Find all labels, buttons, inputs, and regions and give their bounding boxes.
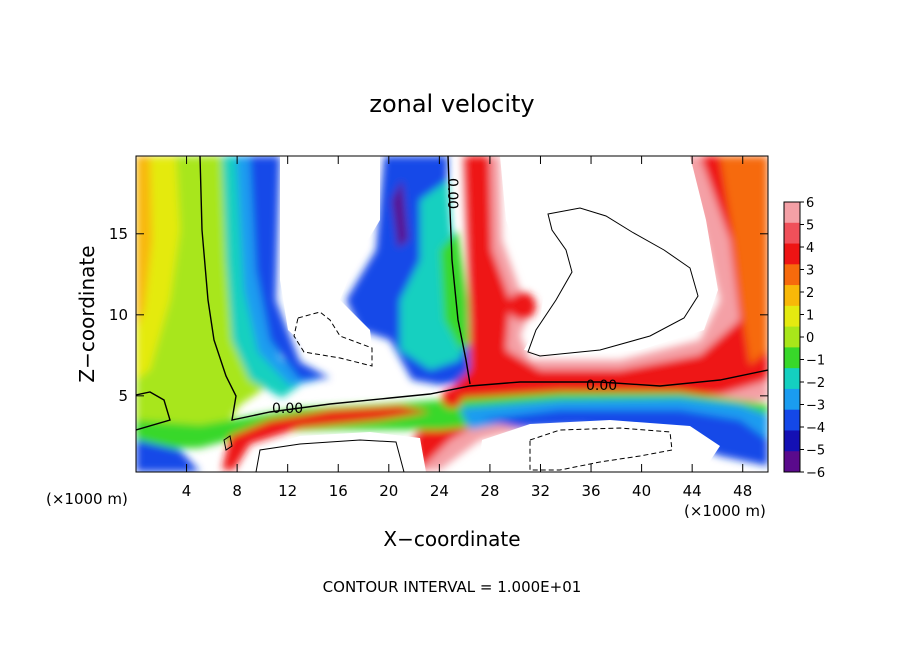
colorbar-tick-label: 6 — [806, 196, 814, 211]
colorbar-swatch — [784, 451, 800, 473]
contour-interval-note: CONTOUR INTERVAL = 1.000E+01 — [323, 578, 582, 596]
colorbar-swatch — [784, 222, 800, 245]
contour-label-upper: 0.00 — [444, 178, 460, 209]
white-region-upper-right — [500, 156, 718, 356]
white-region-lower-mid — [258, 432, 426, 472]
field-band-orange — [720, 156, 768, 365]
colorbar-tick-label: 2 — [806, 286, 814, 301]
contour-label-right: 0.00 — [586, 378, 617, 394]
plot-frame — [135, 155, 769, 473]
x-unit-right: (×1000 m) — [684, 502, 766, 520]
colorbar-swatch — [784, 430, 800, 452]
saturated-regions — [258, 156, 720, 472]
field-bottom-left-blue — [136, 440, 200, 472]
contour-zero-left — [199, 156, 768, 421]
field-band-red — [414, 156, 768, 470]
colorbar-swatch — [784, 368, 800, 390]
field-left-orange — [136, 156, 152, 330]
field-spot-magenta — [442, 388, 462, 408]
x-axis-ticks: 4 8 12 16 20 24 28 32 36 40 44 48 — [182, 156, 752, 500]
x-tick-label: 8 — [232, 482, 242, 500]
y-tick-label: 5 — [118, 387, 128, 405]
contour-left-margin — [136, 391, 171, 431]
x-tick-label: 48 — [733, 482, 752, 500]
white-region-lower-right — [478, 420, 720, 472]
y-tick-label: 10 — [109, 306, 128, 324]
x-tick-label: 12 — [278, 482, 297, 500]
y-axis-ticks: 5 10 15 — [109, 225, 768, 405]
x-axis-label: X−coordinate — [383, 527, 520, 551]
colorbar-swatch — [784, 264, 800, 286]
colorbar-swatch — [784, 347, 800, 369]
field-center-purple — [392, 180, 408, 248]
colorbar-swatch — [784, 388, 800, 411]
x-tick-label: 44 — [683, 482, 702, 500]
colorbar-tick-label: 0 — [806, 331, 814, 346]
field-center-green — [440, 230, 474, 350]
colorbar-swatch — [784, 305, 800, 328]
colorbar-tick-label: −2 — [806, 376, 825, 391]
contour-lower-mid — [255, 439, 405, 472]
y-axis-label: Z−coordinate — [75, 245, 99, 382]
colorbar-swatch — [784, 285, 800, 307]
colorbar-tick-label: 5 — [806, 219, 814, 234]
colorbar-swatch — [784, 409, 800, 431]
colorbar: 6 5 4 3 2 1 0 −1 −2 −3 −4 −5 −6 — [783, 196, 825, 481]
colorbar-tick-label: 4 — [806, 241, 814, 256]
field-spot-red — [508, 292, 536, 320]
x-tick-label: 32 — [531, 482, 550, 500]
plot-area — [136, 156, 768, 472]
colorbar-tick-label: −5 — [806, 444, 825, 459]
colorbar-swatch — [784, 243, 800, 265]
x-tick-label: 36 — [581, 482, 600, 500]
y-tick-label: 15 — [109, 225, 128, 243]
contour-negative-right — [529, 427, 673, 471]
colorbar-tick-label: 3 — [806, 264, 814, 279]
colorbar-tick-label: −6 — [806, 466, 825, 481]
colorbar-tick-label: −1 — [806, 354, 825, 369]
x-tick-label: 20 — [379, 482, 398, 500]
contour-lines — [136, 156, 768, 472]
x-tick-label: 4 — [182, 482, 192, 500]
colorbar-tick-label: −3 — [806, 399, 825, 414]
contour-negative-left — [293, 311, 373, 367]
colorbar-tick-label: −4 — [806, 421, 825, 436]
x-tick-label: 28 — [480, 482, 499, 500]
x-tick-label: 40 — [632, 482, 651, 500]
colorbar-swatch — [784, 326, 800, 348]
x-tick-label: 16 — [329, 482, 348, 500]
chart-title: zonal velocity — [369, 90, 534, 118]
white-region-upper-left — [280, 156, 380, 366]
contour-positive-right — [527, 207, 699, 357]
colorbar-swatch — [784, 202, 800, 224]
contour-small-loop — [223, 435, 233, 451]
contour-label-left: 0.00 — [272, 401, 303, 417]
x-unit-left: (×1000 m) — [46, 490, 128, 508]
field-column-darkblue — [250, 156, 330, 380]
field-lower-red-ribbon — [222, 406, 430, 470]
x-tick-label: 24 — [430, 482, 449, 500]
contour-zero-upper — [447, 156, 471, 385]
colorbar-tick-label: 1 — [806, 309, 814, 324]
